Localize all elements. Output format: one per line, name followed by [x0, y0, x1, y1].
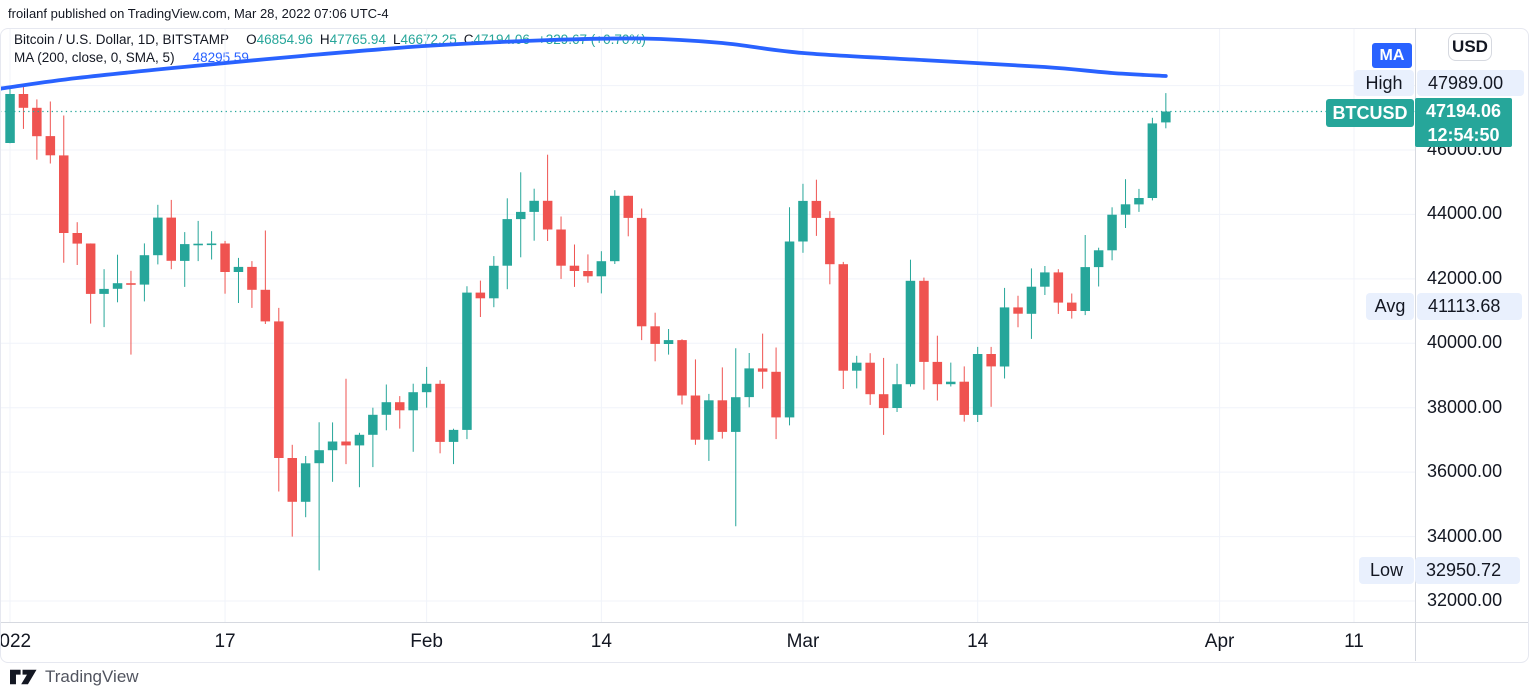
time-axis-label: 11 [1344, 631, 1364, 652]
last-price-badge: 47194.06 12:54:50 [1415, 98, 1512, 147]
price-axis-label: 38000.00 [1427, 396, 1503, 417]
footer: TradingView [10, 663, 139, 691]
time-axis-label: Mar [786, 631, 820, 652]
price-axis-label: 44000.00 [1427, 203, 1503, 224]
time-axis-label: Feb [410, 631, 443, 652]
price-axis[interactable]: 46000.00 44000.00 42000.00 40000.00 38000.00… [1415, 28, 1533, 622]
candlestick-chart[interactable] [0, 28, 1415, 622]
low-stat-label: Low [1359, 557, 1414, 584]
price-axis-label: 40000.00 [1427, 332, 1503, 353]
price-axis-label: 34000.00 [1427, 525, 1503, 546]
price-axis-label: 36000.00 [1427, 461, 1503, 482]
time-axis-label: 17 [214, 631, 236, 652]
avg-stat-value: 41113.68 [1417, 293, 1522, 320]
time-axis[interactable]: 2022 17 Feb 14 Mar 14 Apr 11 [0, 622, 1528, 662]
ma-indicator-badge[interactable]: MA [1372, 43, 1412, 68]
chart-widget: Bitcoin / U.S. Dollar, 1D, BITSTAMP O 468… [0, 28, 1415, 622]
last-price: 47194.06 [1425, 100, 1502, 121]
close-ohlc-label: C [463, 32, 474, 47]
tradingview-brand[interactable]: TradingView [45, 667, 139, 686]
high-ohlc-label: H [319, 32, 330, 47]
price-axis-label: 32000.00 [1427, 590, 1503, 610]
ma-indicator-title: MA (200, close, 0, SMA, 5) [14, 50, 175, 65]
high-stat-label: High [1354, 70, 1414, 96]
time-axis-label: 14 [967, 631, 989, 652]
open-value: 46854.96 [256, 32, 313, 47]
low-ohlc-label: L [392, 32, 401, 47]
tradingview-logo-icon[interactable] [10, 669, 37, 686]
avg-stat-label: Avg [1366, 293, 1414, 320]
symbol-title: Bitcoin / U.S. Dollar, 1D, BITSTAMP [14, 32, 230, 47]
time-axis-label: 2022 [0, 631, 32, 652]
low-stat-value: 32950.72 [1415, 557, 1520, 584]
price-axis-label: 42000.00 [1427, 267, 1503, 288]
high-ohlc-value: 47765.94 [329, 32, 386, 47]
open-label: O [246, 32, 257, 47]
price-axis-separator [1415, 28, 1416, 661]
attribution-text: froilanf published on TradingView.com, M… [8, 6, 389, 21]
high-stat-value: 47989.00 [1417, 70, 1524, 96]
time-axis-label: 14 [590, 631, 612, 652]
bar-countdown-timer: 12:54:50 [1427, 124, 1500, 145]
symbol-badge: BTCUSD [1326, 99, 1414, 127]
currency-usd-button[interactable]: USD [1448, 33, 1492, 61]
time-axis-label: Apr [1204, 631, 1235, 652]
